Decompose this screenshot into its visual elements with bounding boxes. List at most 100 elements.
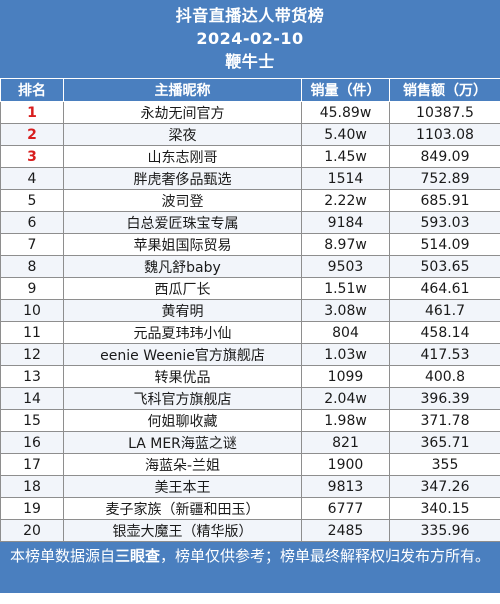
streamer-name-cell: 何姐聊收藏 [63,409,302,432]
streamer-name-cell: 银壶大魔王（精华版） [63,519,302,542]
streamer-name-cell: 麦子家族（新疆和田玉） [63,497,302,520]
table-row: 3 山东志刚哥 1.45w 849.09 [0,145,500,168]
streamer-name-cell: 飞科官方旗舰店 [63,387,302,410]
sales-amount-cell: 10387.5 [389,101,500,124]
rank-cell: 14 [0,387,64,410]
sales-amount-cell: 396.39 [389,387,500,410]
sales-volume-cell: 8.97w [301,233,390,256]
streamer-name-cell: 西瓜厂长 [63,277,302,300]
rank-cell: 2 [0,123,64,146]
rank-cell: 18 [0,475,64,498]
date-label: 2024-02-10 [196,29,304,48]
sales-volume-cell: 3.08w [301,299,390,322]
streamer-name-cell: 黄宥明 [63,299,302,322]
sales-amount-cell: 593.03 [389,211,500,234]
sales-volume-cell: 1.45w [301,145,390,168]
column-header-volume: 销量（件） [301,78,390,102]
streamer-name-cell: 海蓝朵-兰姐 [63,453,302,476]
table-row: 8 魏凡舒baby 9503 503.65 [0,255,500,278]
page-title: 抖音直播达人带货榜 [175,6,325,25]
column-header-name: 主播昵称 [63,78,302,102]
sales-amount-cell: 371.78 [389,409,500,432]
streamer-name-cell: 苹果姐国际贸易 [63,233,302,256]
table-row: 15 何姐聊收藏 1.98w 371.78 [0,409,500,432]
streamer-name-cell: 美王本王 [63,475,302,498]
rank-cell: 10 [0,299,64,322]
streamer-name-cell: 胖虎奢侈品甄选 [63,167,302,190]
publisher-label: 鞭牛士 [225,52,275,71]
table-row: 7 苹果姐国际贸易 8.97w 514.09 [0,233,500,256]
sales-volume-cell: 1.51w [301,277,390,300]
table-row: 6 白总爱匠珠宝专属 9184 593.03 [0,211,500,234]
rank-cell: 7 [0,233,64,256]
sales-amount-cell: 685.91 [389,189,500,212]
streamer-name-cell: LA MER海蓝之谜 [63,431,302,454]
sales-volume-cell: 1.03w [301,343,390,366]
sales-volume-cell: 1099 [301,365,390,388]
table-row: 4 胖虎奢侈品甄选 1514 752.89 [0,167,500,190]
sales-amount-cell: 335.96 [389,519,500,542]
table-row: 10 黄宥明 3.08w 461.7 [0,299,500,322]
sales-amount-cell: 503.65 [389,255,500,278]
table-row: 20 银壶大魔王（精华版） 2485 335.96 [0,519,500,542]
table-row: 2 梁夜 5.40w 1103.08 [0,123,500,146]
sales-amount-cell: 417.53 [389,343,500,366]
table-row: 19 麦子家族（新疆和田玉） 6777 340.15 [0,497,500,520]
rank-cell: 8 [0,255,64,278]
sales-amount-cell: 461.7 [389,299,500,322]
rank-cell: 20 [0,519,64,542]
table-row: 5 波司登 2.22w 685.91 [0,189,500,212]
table-row: 17 海蓝朵-兰姐 1900 355 [0,453,500,476]
table-row: 18 美王本王 9813 347.26 [0,475,500,498]
table-row: 12 eenie Weenie官方旗舰店 1.03w 417.53 [0,343,500,366]
sales-volume-cell: 1.98w [301,409,390,432]
sales-volume-cell: 9184 [301,211,390,234]
rank-cell: 9 [0,277,64,300]
rank-cell: 4 [0,167,64,190]
sales-volume-cell: 804 [301,321,390,344]
sales-volume-cell: 6777 [301,497,390,520]
sales-volume-cell: 2.22w [301,189,390,212]
sales-volume-cell: 5.40w [301,123,390,146]
data-source-name: 三眼查 [114,547,160,565]
disclaimer-footer: 本榜单数据源自三眼查，榜单仅供参考；榜单最终解释权归发布方所有。 [0,542,500,593]
rank-cell: 5 [0,189,64,212]
sales-amount-cell: 514.09 [389,233,500,256]
table-row: 11 元品夏玮玮小仙 804 458.14 [0,321,500,344]
streamer-name-cell: 元品夏玮玮小仙 [63,321,302,344]
column-header-rank: 排名 [0,78,64,102]
sales-amount-cell: 340.15 [389,497,500,520]
rank-cell: 12 [0,343,64,366]
sales-amount-cell: 365.71 [389,431,500,454]
sales-amount-cell: 458.14 [389,321,500,344]
rank-cell: 17 [0,453,64,476]
rank-cell: 1 [0,101,64,124]
column-header-sales: 销售额（万） [389,78,500,102]
table-row: 9 西瓜厂长 1.51w 464.61 [0,277,500,300]
streamer-name-cell: eenie Weenie官方旗舰店 [63,343,302,366]
sales-amount-cell: 400.8 [389,365,500,388]
rank-cell: 3 [0,145,64,168]
disclaimer-text-start: 本榜单数据源自 [9,547,115,565]
sales-volume-cell: 2.04w [301,387,390,410]
rank-cell: 6 [0,211,64,234]
streamer-name-cell: 波司登 [63,189,302,212]
sales-volume-cell: 1900 [301,453,390,476]
ranking-table: 排名 主播昵称 销量（件） 销售额（万） 1 永劫无间官方 45.89w 10387.… [0,78,500,542]
streamer-name-cell: 永劫无间官方 [63,101,302,124]
table-header-row: 排名 主播昵称 销量（件） 销售额（万） [0,78,500,102]
rank-cell: 13 [0,365,64,388]
sales-amount-cell: 464.61 [389,277,500,300]
streamer-name-cell: 转果优品 [63,365,302,388]
sales-volume-cell: 9503 [301,255,390,278]
rank-cell: 16 [0,431,64,454]
title-block: 抖音直播达人带货榜 2024-02-10 鞭牛士 [0,0,500,78]
streamer-name-cell: 梁夜 [63,123,302,146]
rank-cell: 11 [0,321,64,344]
sales-volume-cell: 821 [301,431,390,454]
rank-cell: 19 [0,497,64,520]
streamer-name-cell: 魏凡舒baby [63,255,302,278]
sales-amount-cell: 1103.08 [389,123,500,146]
table-row: 1 永劫无间官方 45.89w 10387.5 [0,101,500,124]
